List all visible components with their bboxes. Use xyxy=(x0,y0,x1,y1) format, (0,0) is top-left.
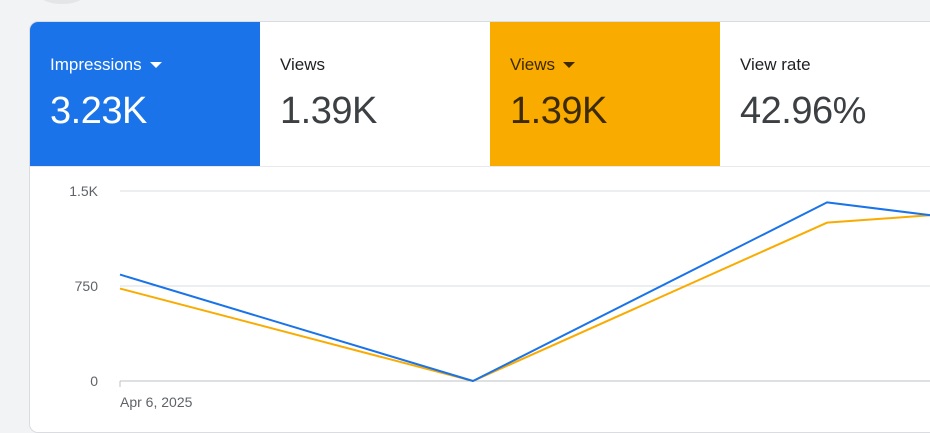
metric-label: Views xyxy=(510,55,576,75)
metric-label: View rate xyxy=(740,55,811,74)
metric-tile-views-compare[interactable]: Views 1.39K xyxy=(490,22,720,167)
y-tick-label: 1.5K xyxy=(69,183,98,199)
metric-tiles: Impressions 3.23K Views 1.39K Views 1.39… xyxy=(30,22,930,167)
series-line-orange[interactable] xyxy=(119,214,930,382)
series-line-blue[interactable] xyxy=(119,201,930,382)
avatar-shadow xyxy=(40,0,84,4)
y-tick-label: 750 xyxy=(75,278,99,294)
y-tick-label: 0 xyxy=(90,373,98,389)
metric-tile-impressions[interactable]: Impressions 3.23K xyxy=(30,22,260,167)
metric-label: Views xyxy=(280,55,326,74)
metric-tile-view-rate[interactable]: View rate 42.96% xyxy=(720,22,930,167)
caret-down-icon[interactable] xyxy=(563,62,576,68)
metric-tile-views[interactable]: Views 1.39K xyxy=(260,22,490,167)
caret-down-icon[interactable] xyxy=(149,62,162,68)
metric-value: 3.23K xyxy=(50,90,147,132)
tile-divider xyxy=(30,166,930,167)
metrics-chart-card: Impressions 3.23K Views 1.39K Views 1.39… xyxy=(30,22,930,432)
x-tick-label: Apr 6, 2025 xyxy=(120,394,193,410)
metric-value: 42.96% xyxy=(740,90,866,132)
metric-label: Impressions xyxy=(50,55,162,75)
line-chart: 1.5K 750 0 Apr 6, 2025 xyxy=(69,183,930,410)
metric-value: 1.39K xyxy=(510,90,607,132)
metric-value: 1.39K xyxy=(280,90,377,132)
